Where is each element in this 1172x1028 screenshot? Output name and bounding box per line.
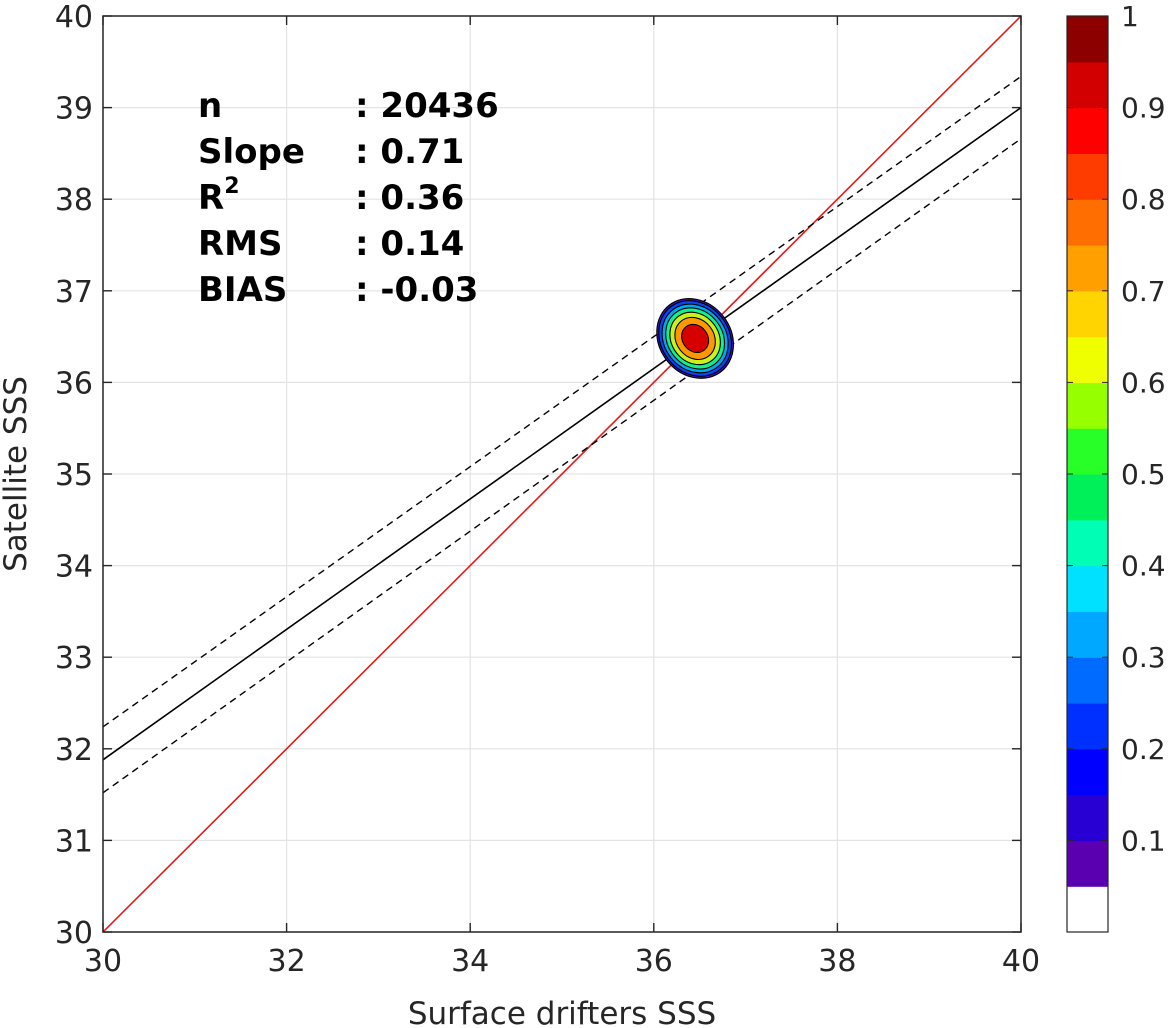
colorbar-tick-label: 0.7 [1121, 275, 1166, 308]
colorbar-segment [1067, 519, 1108, 567]
colorbar-segment [1067, 199, 1108, 246]
fit-rms-line [103, 138, 1021, 794]
colorbar-tick-label: 0.1 [1121, 824, 1166, 857]
y-tick-label: 38 [55, 183, 93, 218]
stat-value: : -0.03 [355, 270, 478, 310]
stat-label: RMS [198, 224, 283, 264]
x-tick-labels: 30 32 34 36 38 40 [84, 944, 1040, 979]
y-tick-label: 34 [55, 550, 93, 585]
one-to-one-line [103, 16, 1021, 932]
x-tick-label: 32 [268, 944, 306, 979]
colorbar-segment [1067, 428, 1108, 475]
y-tick-label: 30 [55, 916, 93, 951]
colorbar-segment [1067, 336, 1108, 383]
y-tick-label: 37 [55, 275, 93, 310]
colorbar-segment [1067, 748, 1108, 796]
axis-ticks [102, 15, 1022, 933]
colorbar-segment [1067, 245, 1108, 292]
stat-value: : 0.36 [355, 178, 464, 218]
colorbar-tick-label: 0.4 [1121, 550, 1166, 583]
x-tick-label: 30 [84, 944, 122, 979]
colorbar-segment [1067, 703, 1108, 750]
y-tick-label: 35 [55, 458, 93, 493]
colorbar-tick-labels: 0.1 0.2 0.3 0.4 0.5 0.6 0.7 0.8 0.9 1 [1067, 0, 1166, 857]
colorbar-segment [1067, 611, 1108, 658]
colorbar-tick-label: 0.6 [1121, 366, 1166, 399]
colorbar-tick-label: 0.5 [1121, 458, 1166, 491]
colorbar-tick-label: 1 [1121, 0, 1139, 33]
x-tick-label: 36 [635, 944, 673, 979]
reference-lines [103, 16, 1021, 932]
y-tick-label: 40 [55, 0, 93, 35]
stat-value: : 20436 [355, 86, 499, 126]
y-tick-label: 32 [55, 733, 93, 768]
colorbar-segment [1067, 153, 1108, 200]
density-contour-level [681, 323, 710, 353]
y-tick-labels: 30 31 32 33 34 35 36 37 38 39 40 [55, 0, 93, 951]
y-tick-label: 33 [55, 641, 93, 676]
colorbar-segment [1067, 840, 1108, 887]
colorbar-tick-label: 0.2 [1121, 733, 1166, 766]
stat-superscript: 2 [224, 174, 239, 199]
colorbar-segment [1067, 886, 1108, 933]
colorbar-segment [1067, 382, 1108, 429]
y-axis-title: Satellite SSS [0, 376, 34, 572]
colorbar-segment [1067, 61, 1108, 109]
x-tick-label: 38 [818, 944, 856, 979]
stat-label: n [198, 86, 222, 126]
stat-label: BIAS [198, 270, 287, 310]
colorbar-segment [1067, 474, 1108, 521]
regression-fit-line [103, 106, 1021, 761]
y-tick-label: 36 [55, 366, 93, 401]
x-axis-title: Surface drifters SSS [408, 996, 716, 1028]
x-tick-label: 40 [1002, 944, 1040, 979]
fit-rms-line [103, 75, 1021, 728]
y-tick-label: 39 [55, 92, 93, 127]
colorbar-segment [1067, 794, 1108, 841]
y-tick-label: 31 [55, 824, 93, 859]
colorbar [1067, 16, 1108, 933]
colorbar-tick-label: 0.3 [1121, 641, 1166, 674]
stat-value: : 0.14 [355, 224, 464, 264]
colorbar-segment [1067, 16, 1108, 63]
colorbar-tick-label: 0.8 [1121, 183, 1166, 216]
colorbar-segment [1067, 565, 1108, 612]
colorbar-segment [1067, 657, 1108, 704]
stat-value: : 0.71 [355, 132, 464, 172]
colorbar-segment [1067, 107, 1108, 154]
colorbar-tick-label: 0.9 [1121, 92, 1166, 125]
stat-label: Slope [198, 132, 305, 172]
density-contours [656, 298, 734, 379]
colorbar-segment [1067, 290, 1108, 338]
grid-lines [102, 15, 1022, 933]
x-tick-label: 34 [451, 944, 489, 979]
